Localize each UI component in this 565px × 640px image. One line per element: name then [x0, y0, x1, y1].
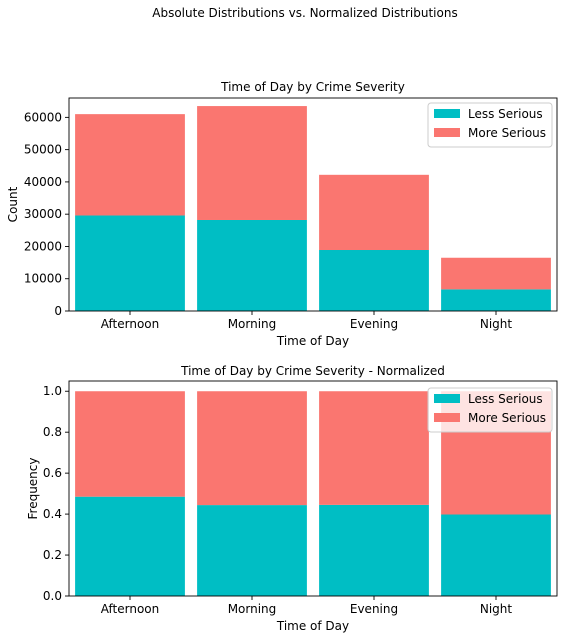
- legend-swatch: [434, 128, 460, 137]
- bar-less-serious-evening: [319, 250, 429, 311]
- x-axis-label: Time of Day: [276, 334, 349, 348]
- y-tick-label: 20000: [24, 239, 62, 253]
- chart-absolute: Time of Day by Crime Severity 0 10000 20000…: [6, 80, 558, 348]
- y-tick-label: 50000: [24, 143, 62, 157]
- legend-label: More Serious: [468, 126, 546, 140]
- y-tick-label: 0.2: [43, 548, 62, 562]
- y-tick-label: 30000: [24, 207, 62, 221]
- x-tick-label: Afternoon: [101, 602, 160, 616]
- y-tick-label: 40000: [24, 175, 62, 189]
- x-tick-label: Night: [480, 317, 513, 331]
- bar-more-serious-morning: [197, 391, 307, 506]
- axes-frame: [68, 97, 558, 312]
- y-tick-label: 10000: [24, 272, 62, 286]
- x-tick-label: Afternoon: [101, 317, 160, 331]
- axes-frame: [68, 380, 558, 597]
- y-tick-label: 1.0: [43, 384, 62, 398]
- bar-less-serious-night: [441, 289, 551, 311]
- legend-label: Less Serious: [468, 107, 543, 121]
- bar-more-serious-afternoon: [75, 114, 185, 216]
- chart-title: Time of Day by Crime Severity - Normaliz…: [180, 364, 445, 378]
- legend-label: Less Serious: [468, 392, 543, 406]
- legend-swatch: [434, 413, 460, 422]
- y-axis-label: Frequency: [26, 458, 40, 520]
- bar-less-serious-evening: [319, 504, 429, 596]
- y-tick-label: 0.8: [43, 425, 62, 439]
- bar-more-serious-morning: [197, 106, 307, 220]
- x-tick-label: Evening: [350, 602, 398, 616]
- bar-more-serious-afternoon: [75, 391, 185, 497]
- bar-less-serious-morning: [197, 505, 307, 596]
- legend: Less Serious More Serious: [427, 102, 553, 148]
- bar-group: [75, 106, 551, 311]
- bar-more-serious-evening: [319, 174, 429, 251]
- y-axis-label: Count: [6, 186, 20, 222]
- x-tick-label: Evening: [350, 317, 398, 331]
- y-tick-label: 60000: [24, 110, 62, 124]
- figure-suptitle: Absolute Distributions vs. Normalized Di…: [152, 6, 457, 20]
- y-tick-label: 0.4: [43, 507, 62, 521]
- bar-more-serious-night: [441, 257, 551, 290]
- bar-less-serious-afternoon: [75, 215, 185, 311]
- bar-less-serious-afternoon: [75, 496, 185, 596]
- x-tick-label: Morning: [228, 602, 277, 616]
- bar-less-serious-night: [441, 514, 551, 596]
- legend-swatch: [434, 394, 460, 403]
- y-tick-label: 0.0: [43, 589, 62, 603]
- legend-swatch: [434, 109, 460, 118]
- x-tick-label: Night: [480, 602, 513, 616]
- bar-less-serious-morning: [197, 219, 307, 311]
- chart-normalized: Time of Day by Crime Severity - Normaliz…: [26, 364, 558, 633]
- bar-group: [75, 391, 551, 596]
- bar-more-serious-evening: [319, 391, 429, 505]
- chart-title: Time of Day by Crime Severity: [220, 80, 405, 94]
- x-axis-label: Time of Day: [276, 619, 349, 633]
- legend-label: More Serious: [468, 411, 546, 425]
- x-tick-label: Morning: [228, 317, 277, 331]
- y-tick-label: 0.6: [43, 466, 62, 480]
- y-tick-label: 0: [54, 304, 62, 318]
- legend: Less Serious More Serious: [427, 387, 553, 433]
